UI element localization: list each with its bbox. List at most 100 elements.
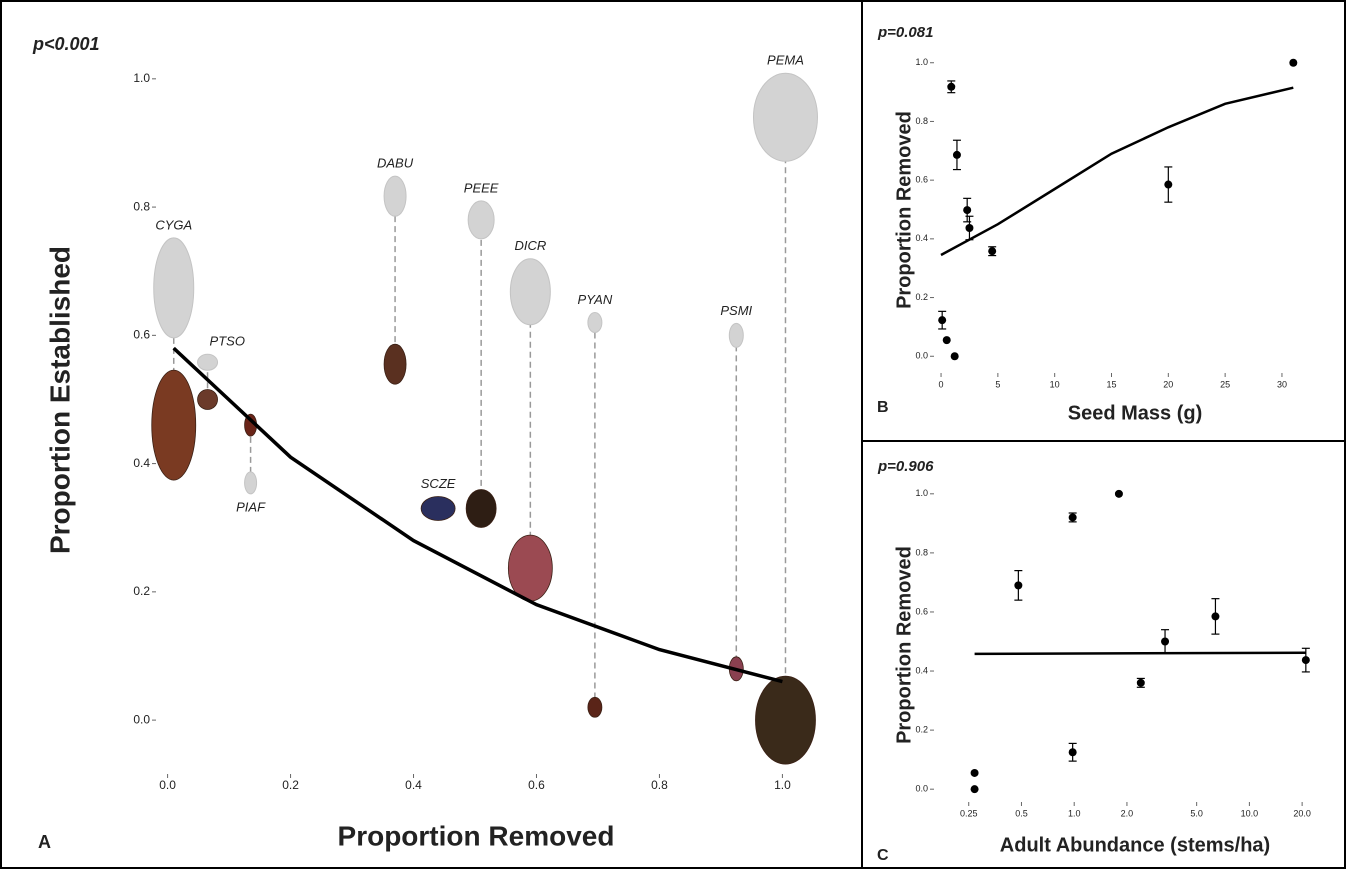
seed-before <box>509 258 551 326</box>
panel-label: B <box>877 399 889 416</box>
p-value: p=0.906 <box>877 458 934 475</box>
fit-line <box>172 346 783 684</box>
seed <box>755 675 816 765</box>
y-axis-title: Proportion Removed <box>893 546 915 744</box>
seed <box>507 534 553 602</box>
y-axis-title: Proportion Established <box>44 246 75 554</box>
x-tick-label: 1.0 <box>1068 808 1081 818</box>
species-label: PSMI <box>720 303 752 318</box>
seed <box>151 369 197 481</box>
x-tick-label: 0.4 <box>405 778 422 792</box>
seed-before <box>244 471 258 495</box>
species-label: PTSO <box>210 334 245 349</box>
x-tick-label: 25 <box>1220 379 1230 389</box>
y-tick-label: 1.0 <box>133 71 150 85</box>
point <box>938 316 947 325</box>
point <box>942 336 951 345</box>
point <box>970 785 979 794</box>
point <box>970 768 979 777</box>
y-tick-label: 1.0 <box>915 57 928 67</box>
point <box>1068 513 1077 522</box>
species-label: SCZE <box>421 476 456 491</box>
y-tick-label: 0.4 <box>915 233 928 243</box>
y-tick-label: 0.0 <box>915 351 928 361</box>
x-tick-label: 10.0 <box>1241 808 1259 818</box>
x-tick-label: 0.25 <box>960 808 978 818</box>
y-tick-label: 0.8 <box>133 199 150 213</box>
y-axis-title: Proportion Removed <box>893 111 915 309</box>
panel-label: C <box>877 847 889 864</box>
y-tick-label: 0.0 <box>133 712 150 726</box>
y-tick-label: 0.8 <box>915 116 928 126</box>
seed-before <box>383 175 407 217</box>
seed-before <box>197 353 219 371</box>
point <box>952 150 961 159</box>
p-value: p<0.001 <box>32 34 100 54</box>
y-tick-label: 0.0 <box>915 784 928 794</box>
x-tick-label: 0.6 <box>528 778 545 792</box>
point <box>950 352 959 361</box>
x-tick-label: 20 <box>1163 379 1173 389</box>
seed <box>383 343 407 385</box>
seed-before <box>728 322 744 348</box>
x-tick-label: 10 <box>1050 379 1060 389</box>
y-tick-label: 0.2 <box>133 584 150 598</box>
x-tick-label: 1.0 <box>774 778 791 792</box>
species-label: CYGA <box>155 217 192 232</box>
point <box>1301 656 1310 665</box>
point <box>963 206 972 215</box>
point <box>1211 612 1220 621</box>
panel-label: A <box>38 832 51 852</box>
x-tick-label: 20.0 <box>1293 808 1311 818</box>
point <box>965 223 974 232</box>
x-tick-label: 0 <box>939 379 944 389</box>
seed-before <box>587 312 603 334</box>
point <box>1136 678 1145 687</box>
species-label: DICR <box>514 238 546 253</box>
species-label: PYAN <box>578 292 613 307</box>
x-tick-label: 15 <box>1106 379 1116 389</box>
x-tick-label: 0.0 <box>159 778 176 792</box>
x-axis-title: Proportion Removed <box>338 820 615 851</box>
species-label: PEMA <box>767 53 804 68</box>
y-tick-label: 0.2 <box>915 724 928 734</box>
point <box>947 82 956 91</box>
y-tick-label: 0.2 <box>915 292 928 302</box>
y-tick-label: 0.4 <box>133 456 150 470</box>
point <box>988 247 997 256</box>
y-tick-label: 0.6 <box>915 606 928 616</box>
x-tick-label: 5.0 <box>1190 808 1203 818</box>
y-tick-label: 0.6 <box>915 175 928 185</box>
seed-before <box>153 237 195 339</box>
species-label: DABU <box>377 156 414 171</box>
fit-line <box>974 651 1306 656</box>
x-tick-label: 5 <box>995 379 1000 389</box>
seed-before <box>752 72 818 162</box>
point <box>1068 748 1077 757</box>
x-tick-label: 30 <box>1277 379 1287 389</box>
fit-line <box>940 86 1294 257</box>
y-tick-label: 0.6 <box>133 328 150 342</box>
seed <box>197 389 218 410</box>
y-tick-label: 0.8 <box>915 547 928 557</box>
x-tick-label: 0.8 <box>651 778 668 792</box>
point <box>1289 58 1298 67</box>
seed-before <box>467 200 495 240</box>
species-label: PEEE <box>464 180 499 195</box>
species-label: PIAF <box>236 499 266 514</box>
x-axis-title: Seed Mass (g) <box>1068 402 1202 424</box>
seed <box>420 496 456 521</box>
point <box>1114 489 1123 498</box>
p-value: p=0.081 <box>877 24 933 41</box>
x-tick-label: 0.5 <box>1015 808 1028 818</box>
point <box>1014 581 1023 590</box>
seed <box>465 489 497 528</box>
seed <box>587 696 603 718</box>
point <box>1161 637 1170 646</box>
y-tick-label: 0.4 <box>915 665 928 675</box>
x-tick-label: 0.2 <box>282 778 299 792</box>
x-tick-label: 2.0 <box>1121 808 1134 818</box>
